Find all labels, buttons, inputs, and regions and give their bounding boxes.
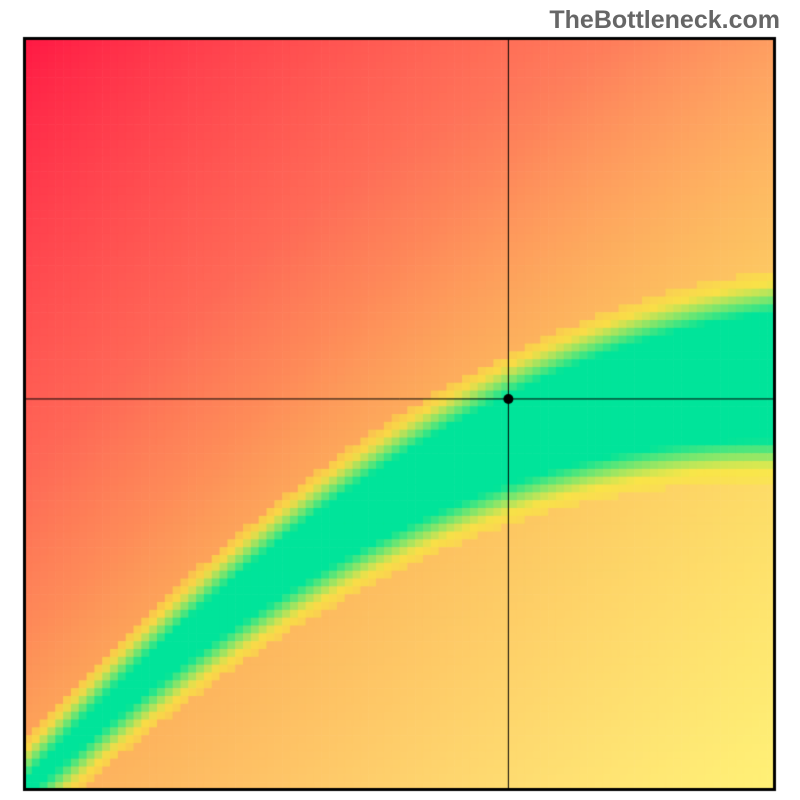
chart-container: TheBottleneck.com [0,0,800,800]
bottleneck-heatmap [0,0,800,800]
watermark-label: TheBottleneck.com [549,6,780,35]
